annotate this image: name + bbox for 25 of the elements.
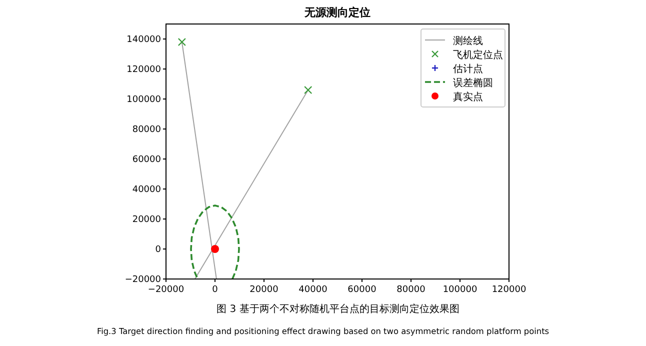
y-tick-label: 100000 <box>126 95 162 105</box>
caption: Fig.3 Target direction finding and positioning eﬀect drawing based on two asymmetric random platform points <box>96 326 550 336</box>
x-tick-label: 0 <box>212 285 218 295</box>
x-tick-label: 40000 <box>298 285 328 295</box>
y-tick-label: 20000 <box>132 215 162 225</box>
y-tick-label: 60000 <box>132 155 162 165</box>
x-tick-label: 80000 <box>396 285 426 295</box>
x-tick-label: 120000 <box>492 285 526 295</box>
x-tick-label: 20000 <box>250 285 279 295</box>
caption: 图 3 基于两个不对称随机平台点的目标测向定位效果图 <box>216 303 460 315</box>
y-tick-label: 120000 <box>126 65 162 75</box>
y-tick-label: 140000 <box>126 35 162 45</box>
legend-label: 估计点 <box>453 63 483 75</box>
x-tick-label: 60000 <box>348 285 377 295</box>
legend-label: 真实点 <box>453 91 483 103</box>
y-tick-label: −20000 <box>124 275 162 285</box>
y-tick-label: 40000 <box>132 185 162 195</box>
chart-title: 无源测向定位 <box>304 6 370 19</box>
x-tick-label: −20000 <box>148 285 184 295</box>
y-tick-label: 80000 <box>132 125 162 135</box>
legend-label: 飞机定位点 <box>453 49 503 61</box>
legend-label: 误差椭圆 <box>453 77 493 89</box>
legend-label: 测绘线 <box>453 35 483 47</box>
x-tick-label: 100000 <box>442 285 478 295</box>
y-tick-label: 0 <box>155 245 162 255</box>
